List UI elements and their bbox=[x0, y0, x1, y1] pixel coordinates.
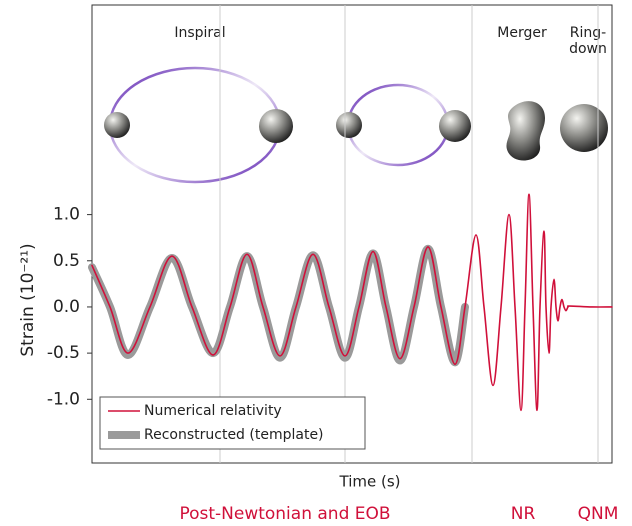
illustration bbox=[104, 68, 608, 182]
phase-label: Ring- bbox=[570, 25, 606, 41]
orbit bbox=[110, 68, 280, 182]
method-label: QNM bbox=[578, 504, 619, 524]
legend-label: Numerical relativity bbox=[144, 403, 282, 419]
plot-frame bbox=[92, 5, 612, 463]
orbit bbox=[348, 85, 448, 165]
black-hole bbox=[104, 112, 130, 138]
legend-label: Reconstructed (template) bbox=[144, 427, 324, 443]
black-hole bbox=[336, 112, 362, 138]
method-label: Post-Newtonian and EOB bbox=[179, 504, 390, 524]
phase-label: Inspiral bbox=[174, 25, 225, 41]
y-tick-label: 1.0 bbox=[53, 205, 80, 225]
merger-remnant bbox=[506, 101, 545, 160]
y-tick-label: 0.5 bbox=[53, 251, 80, 271]
series-line bbox=[92, 249, 465, 363]
y-tick-label: -1.0 bbox=[47, 389, 80, 409]
black-hole bbox=[439, 110, 471, 142]
y-tick-label: 0.0 bbox=[53, 297, 80, 317]
phase-label: down bbox=[569, 41, 607, 57]
x-axis-label: Time (s) bbox=[339, 473, 401, 491]
black-hole bbox=[259, 109, 293, 143]
legend: Numerical relativity Reconstructed (templ… bbox=[100, 397, 365, 449]
method-label: NR bbox=[511, 504, 536, 524]
final-black-hole bbox=[560, 104, 608, 152]
y-axis-label: Strain (10⁻²¹) bbox=[18, 243, 38, 356]
series-line bbox=[92, 194, 612, 410]
y-tick-label: -0.5 bbox=[47, 343, 80, 363]
phase-label: Merger bbox=[497, 25, 547, 41]
